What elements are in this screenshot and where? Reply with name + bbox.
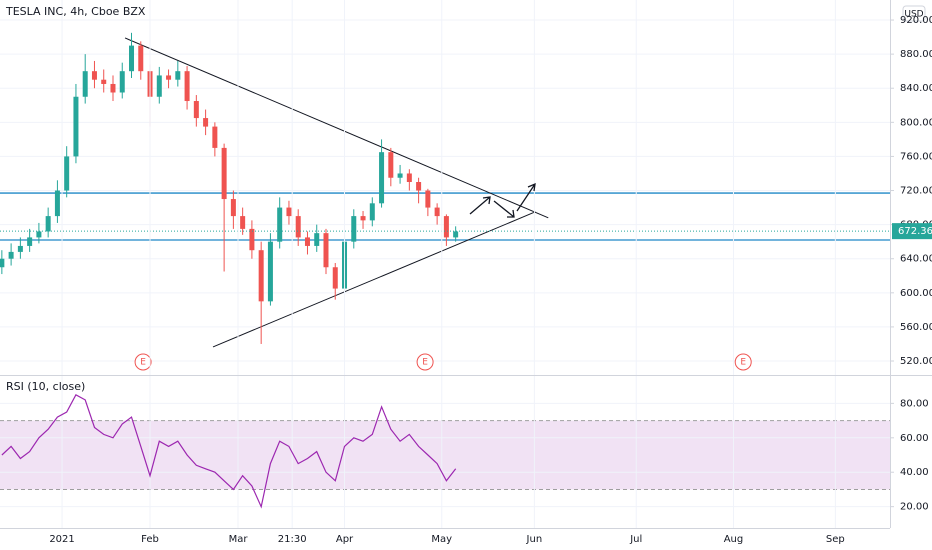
- candle-body: [110, 83, 116, 93]
- candle-body: [369, 203, 375, 221]
- candle-body: [138, 45, 144, 72]
- candle-body: [54, 190, 60, 217]
- candle-body: [27, 237, 33, 246]
- y-tick-label: 720.00: [900, 186, 932, 197]
- candle-body: [453, 231, 459, 238]
- y-tick-label: 760.00: [900, 151, 932, 162]
- last-price-box: [892, 223, 932, 240]
- candle-body: [193, 101, 199, 119]
- y-tick-label: 800.00: [900, 117, 932, 128]
- candle-body: [91, 71, 97, 80]
- earnings-marker: [734, 353, 752, 371]
- candle-body: [45, 216, 51, 232]
- x-tick-label: Jun: [526, 534, 543, 545]
- currency: USD: [904, 10, 923, 20]
- x-tick-label: 2021: [49, 534, 74, 545]
- candle-body: [416, 182, 422, 191]
- candle-body: [379, 152, 385, 204]
- candle-body: [221, 147, 227, 200]
- indicator-title: RSI (10, close): [6, 380, 85, 393]
- candle-body: [443, 216, 449, 238]
- y-tick-label: 640.00: [900, 254, 932, 265]
- candle-body: [360, 216, 366, 221]
- y-tick-label: 880.00: [900, 49, 932, 60]
- x-tick-label: Feb: [141, 534, 159, 545]
- earnings-label: E: [422, 358, 428, 368]
- candle-body: [267, 241, 273, 302]
- earnings-label: E: [740, 358, 746, 368]
- candle-body: [286, 207, 292, 217]
- candle-body: [166, 75, 172, 80]
- candle-body: [258, 250, 264, 302]
- candle-body: [332, 267, 338, 289]
- candle-body: [82, 71, 88, 97]
- candle-body: [175, 71, 181, 80]
- trendline: [124, 37, 549, 219]
- candle-body: [73, 96, 79, 157]
- candle-body: [425, 190, 431, 208]
- candle-body: [212, 126, 218, 148]
- candle-body: [249, 228, 255, 251]
- candle-body: [351, 216, 357, 242]
- y-tick-label: 600.00: [900, 288, 932, 299]
- candle-body: [0, 258, 5, 268]
- candle-body: [203, 118, 209, 127]
- candle-body: [129, 45, 135, 72]
- earnings-marker: [134, 353, 152, 371]
- x-tick-label: Jul: [629, 534, 642, 545]
- candle-body: [240, 216, 246, 229]
- x-tick-label: Sep: [826, 534, 845, 545]
- drawing-arrows: [469, 182, 536, 218]
- earnings-label: E: [140, 358, 146, 368]
- currency-box[interactable]: [902, 5, 926, 22]
- earnings-marker: [416, 353, 434, 371]
- candle-body: [184, 71, 190, 102]
- x-tick-label: Apr: [336, 534, 354, 545]
- candle-body: [314, 233, 320, 246]
- candle-body: [8, 251, 14, 259]
- candle-body: [434, 207, 440, 217]
- y-tick-label: 560.00: [900, 322, 932, 333]
- candle-body: [17, 245, 23, 252]
- y-tick-label: 80.00: [900, 398, 929, 409]
- x-tick-label: May: [431, 534, 452, 545]
- candle-body: [277, 207, 283, 242]
- last-price-label: 672.36: [898, 226, 932, 237]
- y-tick-label: 40.00: [900, 467, 929, 478]
- y-tick-label: 60.00: [900, 433, 929, 444]
- candle-body: [64, 156, 70, 191]
- candle-body: [156, 75, 162, 97]
- x-tick-label: Aug: [724, 534, 744, 545]
- y-tick-label: 920.00: [900, 15, 932, 26]
- x-tick-label: Mar: [229, 534, 249, 545]
- candle-body: [304, 237, 310, 246]
- rsi-line: [1, 393, 457, 509]
- candle-body: [119, 71, 125, 93]
- candle-body: [406, 173, 412, 183]
- candle-body: [101, 79, 107, 84]
- candle-body: [323, 233, 329, 268]
- candle-body: [295, 216, 301, 238]
- chart-title: TESLA INC, 4h, Cboe BZX: [5, 5, 146, 18]
- x-tick-label: 21:30: [278, 534, 307, 545]
- y-tick-label: 840.00: [900, 83, 932, 94]
- candle-body: [230, 199, 236, 217]
- trendline: [212, 211, 536, 348]
- y-tick-label: 20.00: [900, 502, 929, 513]
- candle-body: [397, 173, 403, 178]
- candle-body: [388, 152, 394, 178]
- candle-body: [36, 231, 42, 238]
- y-tick-label: 520.00: [900, 356, 932, 367]
